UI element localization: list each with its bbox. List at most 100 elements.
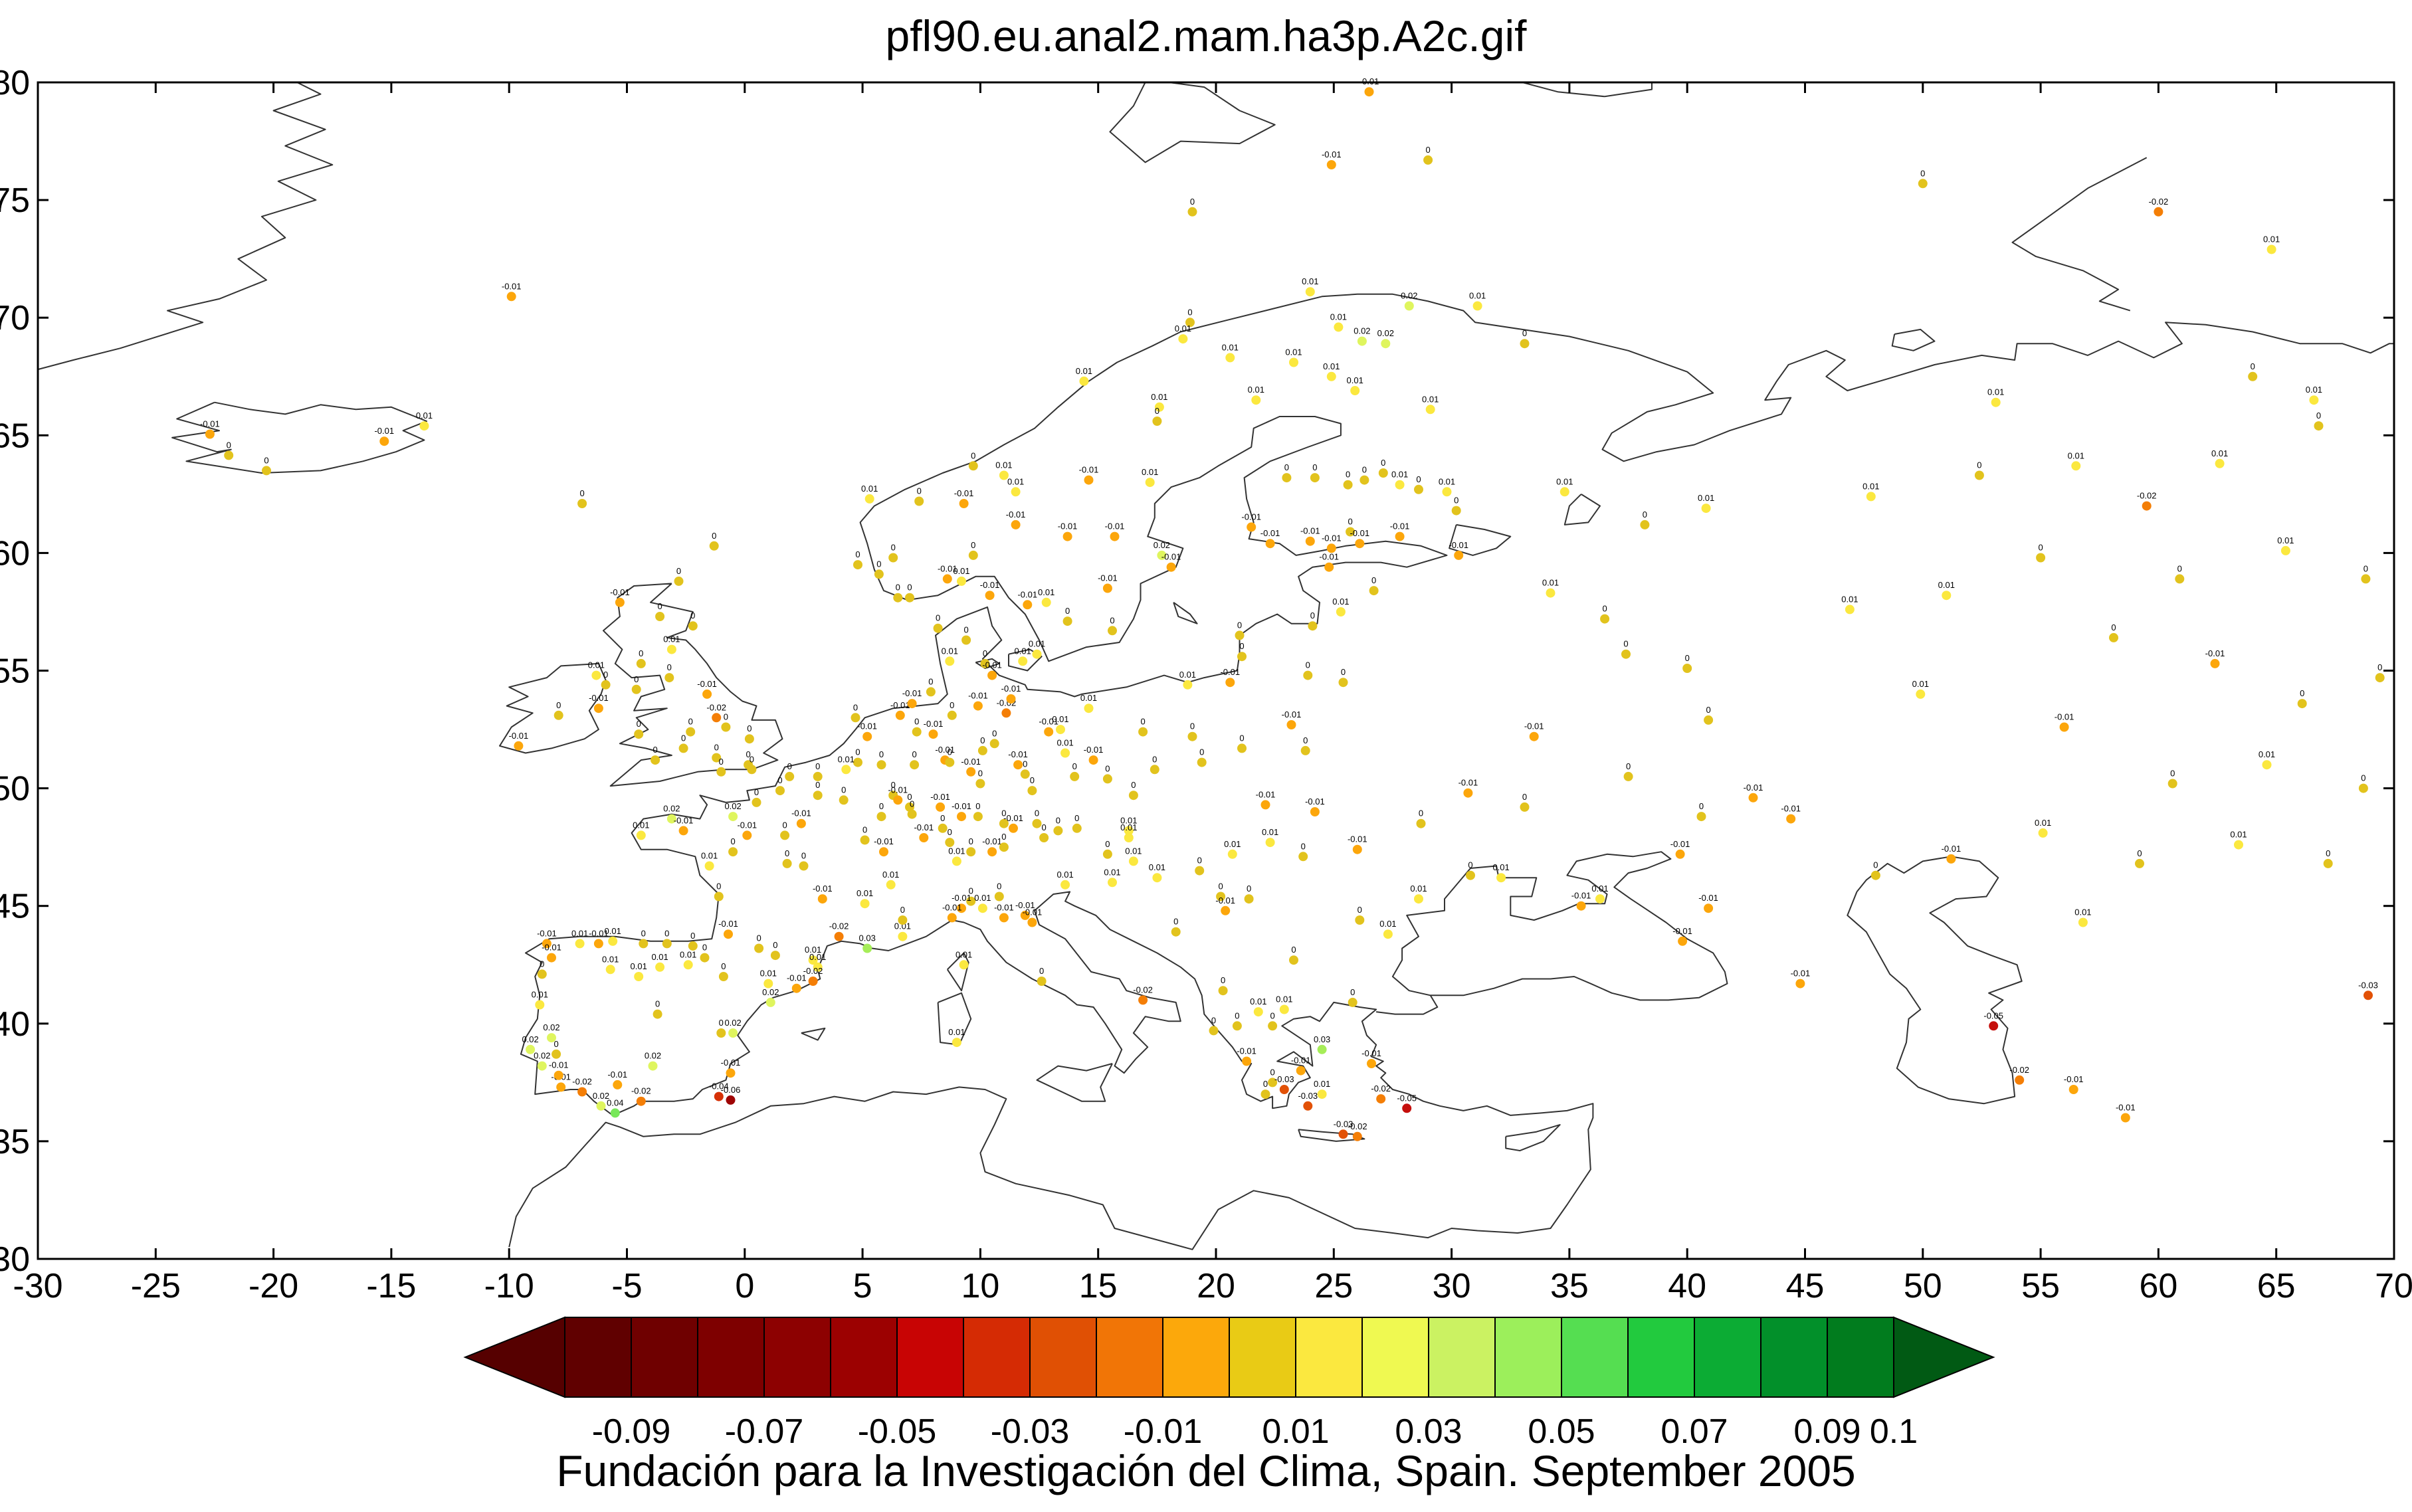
- station-dot: [1128, 856, 1138, 866]
- station-dot: [813, 791, 823, 801]
- station-dot: [1282, 473, 1292, 483]
- station-dot: [1845, 605, 1855, 614]
- station-dot: [1053, 826, 1063, 836]
- station-dot: [1023, 600, 1033, 610]
- station-value-label: 0: [2170, 769, 2175, 779]
- station-dot: [1171, 927, 1181, 937]
- station-value-label: 0.02: [1354, 326, 1370, 336]
- station-dot: [947, 710, 957, 720]
- station-dot: [876, 760, 886, 770]
- y-tick-label: 35: [0, 1123, 30, 1161]
- station-value-label: 0.01: [1938, 580, 1955, 590]
- station-value-label: 0.01: [1125, 846, 1142, 856]
- station-value-label: 0: [676, 566, 681, 576]
- station-value-label: 0: [1074, 813, 1079, 823]
- colorbar-left-arrow: [463, 1316, 565, 1398]
- station-dot: [526, 1044, 536, 1054]
- station-dot: [1242, 1056, 1252, 1066]
- station-value-label: -0.02: [1133, 985, 1153, 994]
- station-value-label: 0: [992, 728, 997, 738]
- station-value-label: 0: [540, 959, 544, 969]
- station-value-label: -0.01: [1015, 900, 1035, 910]
- station-value-label: 0.01: [1285, 347, 1302, 357]
- station-dot: [1336, 607, 1346, 616]
- station-value-label: 0.01: [2263, 235, 2280, 244]
- station-dot: [547, 1033, 556, 1043]
- station-dot: [957, 812, 966, 822]
- station-dot: [2135, 858, 2144, 868]
- station-value-label: 0: [940, 813, 945, 823]
- station-value-label: 0: [910, 799, 914, 809]
- station-value-label: -0.01: [1003, 813, 1023, 823]
- station-value-label: 0: [2137, 848, 2142, 858]
- station-value-label: 0.02: [543, 1022, 559, 1032]
- station-dot: [860, 835, 870, 845]
- station-value-label: 0: [1065, 606, 1070, 616]
- coastline: [603, 583, 783, 787]
- colorbar-tick-label: -0.05: [858, 1412, 937, 1451]
- station-dot: [910, 760, 920, 770]
- station-value-label: 0: [1218, 882, 1223, 892]
- station-value-label: 0.01: [1007, 476, 1024, 486]
- station-value-label: 0: [782, 820, 787, 830]
- station-value-label: 0: [1237, 620, 1242, 630]
- station-value-label: -0.02: [1348, 1121, 1367, 1131]
- x-tick-label: 25: [1314, 1267, 1353, 1305]
- y-tick-label: 70: [0, 299, 30, 337]
- station-dot: [718, 972, 728, 981]
- station-value-label: 0.01: [588, 660, 605, 670]
- station-dot: [905, 802, 914, 812]
- station-value-label: 0.02: [1377, 328, 1394, 338]
- station-value-label: -0.03: [1334, 1119, 1354, 1129]
- station-value-label: 0: [1263, 1079, 1268, 1089]
- coastline: [1298, 1129, 1365, 1142]
- station-dot: [1102, 583, 1112, 593]
- station-dot: [2363, 991, 2373, 1000]
- station-value-label: 0: [664, 928, 669, 938]
- station-dot: [1108, 878, 1117, 888]
- station-dot: [977, 903, 987, 913]
- station-dot: [851, 713, 860, 723]
- station-value-label: 0: [876, 559, 881, 569]
- station-value-label: 0: [879, 749, 884, 759]
- station-value-label: 0.01: [1987, 387, 2004, 397]
- station-dot: [742, 830, 752, 840]
- station-value-label: 0.03: [1314, 1034, 1330, 1044]
- station-dot: [547, 953, 556, 963]
- station-value-label: 0: [1001, 832, 1006, 842]
- station-dot: [1946, 854, 1956, 864]
- station-value-label: 0: [1030, 775, 1035, 785]
- station-value-label: 0.01: [1248, 385, 1264, 395]
- station-value-label: 0.01: [1591, 884, 1608, 894]
- station-value-label: 0: [801, 851, 806, 861]
- station-dot: [945, 838, 955, 848]
- station-dot: [634, 729, 644, 739]
- station-dot: [989, 739, 999, 749]
- station-value-label: 0.01: [1151, 392, 1167, 402]
- station-value-label: 0.01: [1698, 493, 1714, 503]
- station-dot: [1286, 720, 1296, 729]
- station-dot: [1696, 812, 1706, 822]
- colorbar-tick-label: 0.01: [1262, 1412, 1329, 1451]
- station-dot: [1102, 774, 1112, 784]
- station-dot: [674, 576, 684, 586]
- station-dot: [785, 771, 795, 781]
- station-dot: [1305, 536, 1315, 546]
- coastline: [946, 952, 969, 992]
- station-value-label: -0.01: [549, 1060, 569, 1070]
- station-value-label: 0: [264, 455, 268, 465]
- station-value-label: 0: [917, 486, 922, 496]
- station-dot: [1576, 901, 1586, 911]
- colorbar-tick-label: -0.01: [1124, 1412, 1203, 1451]
- station-dot: [796, 818, 806, 828]
- station-dot: [1395, 531, 1405, 541]
- station-dot: [728, 812, 738, 822]
- station-value-label: 0.01: [1104, 867, 1120, 877]
- station-value-label: -0.05: [1983, 1010, 2003, 1020]
- station-value-label: 0.01: [1323, 361, 1340, 371]
- station-value-label: -0.03: [2358, 980, 2378, 990]
- station-value-label: 0: [754, 787, 759, 797]
- station-dot: [770, 951, 780, 961]
- station-value-label: 0: [841, 785, 846, 795]
- station-dot: [1748, 793, 1758, 803]
